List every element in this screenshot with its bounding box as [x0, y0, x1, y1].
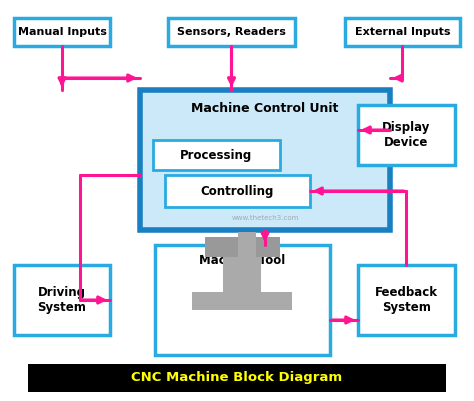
Text: Manual Inputs: Manual Inputs [18, 27, 107, 37]
Bar [140, 90, 390, 230]
Text: Sensors, Readers: Sensors, Readers [177, 27, 286, 37]
Bar [358, 265, 455, 335]
Bar [14, 18, 110, 46]
Text: Feedback
System: Feedback System [375, 286, 438, 314]
Bar [238, 232, 256, 257]
Bar [165, 175, 310, 207]
Text: Processing: Processing [181, 148, 253, 162]
Bar [358, 105, 455, 165]
Text: Display
Device: Display Device [383, 121, 431, 149]
Text: Controlling: Controlling [201, 184, 274, 198]
Text: Machine Tool: Machine Tool [200, 255, 286, 267]
Bar [224, 257, 262, 292]
Bar [153, 140, 280, 170]
Bar [192, 292, 292, 310]
Text: Driving
System: Driving System [37, 286, 86, 314]
Text: External Inputs: External Inputs [355, 27, 450, 37]
Text: www.thetech3.com: www.thetech3.com [231, 215, 299, 221]
Bar [345, 18, 460, 46]
Bar [28, 364, 446, 392]
Bar [14, 265, 110, 335]
Text: CNC Machine Block Diagram: CNC Machine Block Diagram [131, 371, 343, 385]
Bar [168, 18, 295, 46]
Bar [205, 237, 280, 257]
Bar [155, 245, 330, 355]
Text: Machine Control Unit: Machine Control Unit [191, 101, 339, 115]
